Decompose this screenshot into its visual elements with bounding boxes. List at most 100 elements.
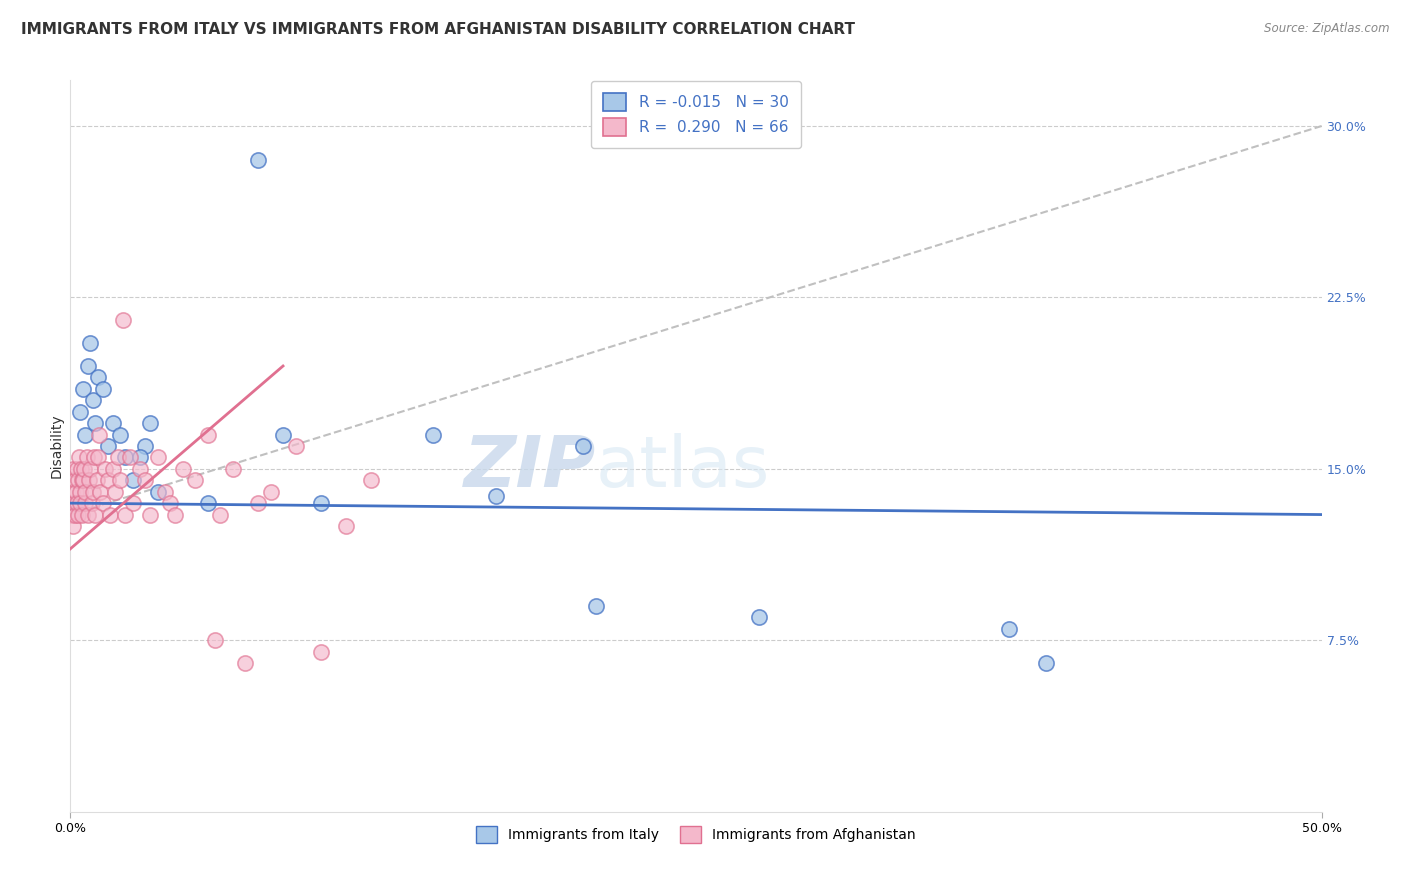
Point bbox=[247, 496, 270, 510]
Point bbox=[84, 508, 107, 522]
Point bbox=[129, 450, 152, 465]
Point bbox=[72, 473, 94, 487]
Point bbox=[65, 462, 87, 476]
Text: ZIP: ZIP bbox=[464, 434, 596, 502]
Point bbox=[139, 508, 162, 522]
Point bbox=[69, 405, 91, 419]
Point bbox=[197, 427, 219, 442]
Point bbox=[75, 484, 97, 499]
Point bbox=[63, 496, 86, 510]
Point bbox=[76, 508, 98, 522]
Point bbox=[146, 484, 169, 499]
Point bbox=[60, 508, 83, 522]
Point bbox=[101, 416, 124, 430]
Point bbox=[65, 484, 87, 499]
Point bbox=[69, 496, 91, 510]
Point bbox=[134, 439, 156, 453]
Point bbox=[121, 496, 145, 510]
Point bbox=[335, 519, 357, 533]
Point bbox=[60, 484, 83, 499]
Point bbox=[110, 473, 132, 487]
Point bbox=[76, 450, 98, 465]
Point bbox=[82, 484, 104, 499]
Point bbox=[62, 519, 84, 533]
Point bbox=[247, 153, 270, 168]
Point bbox=[485, 489, 508, 503]
Text: atlas: atlas bbox=[596, 434, 770, 502]
Point bbox=[67, 508, 90, 522]
Point bbox=[80, 496, 103, 510]
Point bbox=[114, 450, 136, 465]
Point bbox=[87, 427, 110, 442]
Point bbox=[73, 462, 96, 476]
Point bbox=[107, 450, 129, 465]
Point bbox=[77, 473, 100, 487]
Point bbox=[748, 610, 770, 624]
Point bbox=[159, 496, 181, 510]
Point bbox=[94, 462, 117, 476]
Point bbox=[129, 462, 152, 476]
Point bbox=[111, 313, 134, 327]
Text: Source: ZipAtlas.com: Source: ZipAtlas.com bbox=[1264, 22, 1389, 36]
Point bbox=[1035, 656, 1057, 670]
Point bbox=[66, 496, 89, 510]
Point bbox=[184, 473, 207, 487]
Point bbox=[172, 462, 194, 476]
Point bbox=[86, 473, 108, 487]
Point bbox=[222, 462, 245, 476]
Point bbox=[585, 599, 607, 613]
Point bbox=[98, 508, 121, 522]
Text: IMMIGRANTS FROM ITALY VS IMMIGRANTS FROM AFGHANISTAN DISABILITY CORRELATION CHAR: IMMIGRANTS FROM ITALY VS IMMIGRANTS FROM… bbox=[21, 22, 855, 37]
Point bbox=[67, 450, 90, 465]
Point bbox=[69, 484, 91, 499]
Point bbox=[82, 393, 104, 408]
Point bbox=[79, 336, 101, 351]
Point bbox=[70, 473, 93, 487]
Point bbox=[197, 496, 219, 510]
Point bbox=[259, 484, 281, 499]
Point bbox=[69, 462, 91, 476]
Point bbox=[165, 508, 187, 522]
Point bbox=[309, 496, 332, 510]
Point bbox=[73, 496, 96, 510]
Legend: Immigrants from Italy, Immigrants from Afghanistan: Immigrants from Italy, Immigrants from A… bbox=[471, 821, 921, 848]
Point bbox=[146, 450, 169, 465]
Point bbox=[62, 462, 84, 476]
Point bbox=[65, 496, 87, 510]
Point bbox=[97, 473, 120, 487]
Point bbox=[104, 484, 127, 499]
Point bbox=[91, 382, 114, 396]
Point bbox=[72, 382, 94, 396]
Point bbox=[66, 473, 89, 487]
Point bbox=[101, 462, 124, 476]
Point bbox=[110, 427, 132, 442]
Y-axis label: Disability: Disability bbox=[49, 414, 63, 478]
Point bbox=[83, 450, 105, 465]
Point bbox=[75, 427, 97, 442]
Point bbox=[139, 416, 162, 430]
Point bbox=[65, 508, 87, 522]
Point bbox=[997, 622, 1019, 636]
Point bbox=[360, 473, 382, 487]
Point bbox=[79, 462, 101, 476]
Point bbox=[114, 508, 136, 522]
Point bbox=[120, 450, 142, 465]
Point bbox=[204, 633, 226, 648]
Point bbox=[91, 496, 114, 510]
Point bbox=[76, 359, 98, 373]
Point bbox=[284, 439, 307, 453]
Point bbox=[87, 370, 110, 384]
Point bbox=[72, 508, 94, 522]
Point bbox=[572, 439, 595, 453]
Point bbox=[63, 473, 86, 487]
Point bbox=[155, 484, 177, 499]
Point bbox=[87, 450, 110, 465]
Point bbox=[89, 484, 111, 499]
Point bbox=[271, 427, 294, 442]
Point bbox=[309, 645, 332, 659]
Point bbox=[84, 416, 107, 430]
Point bbox=[422, 427, 444, 442]
Point bbox=[134, 473, 156, 487]
Point bbox=[235, 656, 257, 670]
Point bbox=[121, 473, 145, 487]
